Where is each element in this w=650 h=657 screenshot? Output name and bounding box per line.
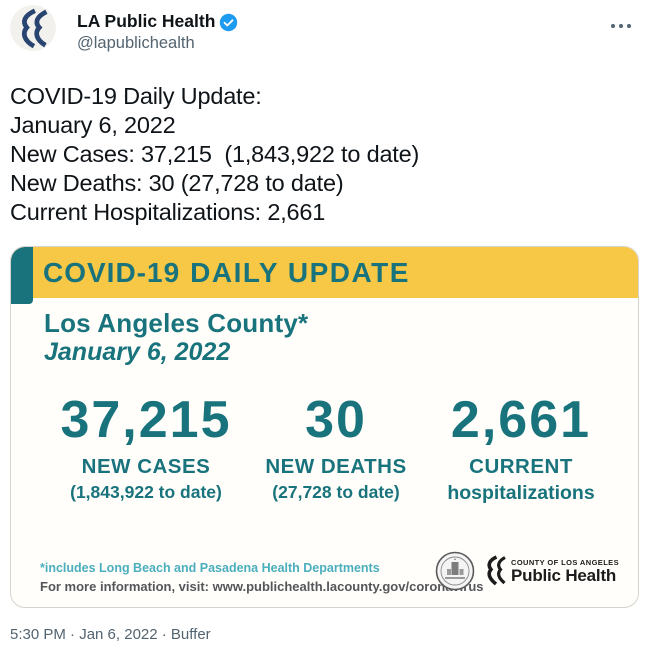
- county-brand: COUNTY OF LOS ANGELES Public Health: [435, 551, 619, 591]
- stat-detail: (1,843,922 to date): [70, 481, 222, 502]
- author-name[interactable]: LA Public Health: [77, 11, 216, 31]
- public-health-logo-icon: [487, 555, 506, 586]
- stat-label: NEW CASES: [81, 455, 211, 478]
- card-title-daily-update: DAILY UPDATE: [190, 256, 410, 288]
- card-date: January 6, 2022: [44, 338, 231, 366]
- card-region: Los Angeles County*: [44, 308, 309, 338]
- stat-value: 37,215: [60, 391, 232, 449]
- avatar[interactable]: [10, 5, 56, 51]
- tweet-text: COVID-19 Daily Update: January 6, 2022 N…: [10, 82, 419, 227]
- stat-label: NEW DEATHS: [265, 455, 407, 478]
- brand-county-line: COUNTY OF LOS ANGELES: [511, 557, 619, 567]
- stat-detail: (27,728 to date): [272, 481, 400, 502]
- brand-public-health-line: Public Health: [511, 565, 617, 585]
- la-county-seal-icon: [435, 551, 475, 591]
- verified-badge-icon: [220, 13, 238, 31]
- tweet-text-line: New Deaths: 30 (27,728 to date): [10, 170, 344, 196]
- tweet-text-line: Current Hospitalizations: 2,661: [10, 199, 326, 225]
- tweet-text-line: COVID-19 Daily Update:: [10, 83, 262, 109]
- author-handle[interactable]: @lapublichealth: [77, 34, 195, 52]
- more-button[interactable]: [608, 16, 634, 36]
- stat-label: CURRENT: [469, 455, 573, 478]
- footnote: *includes Long Beach and Pasadena Health…: [40, 561, 380, 575]
- card-title: COVID-19 DAILY UPDATE: [43, 257, 410, 289]
- tweet-text-line: New Cases: 37,215 (1,843,922 to date): [10, 141, 420, 167]
- stats-row: 37,215 NEW CASES (1,843,922 to date) 30 …: [11, 394, 638, 519]
- card-footnotes: *includes Long Beach and Pasadena Health…: [40, 561, 484, 595]
- stat-current-hospitalizations: 2,661 CURRENT hospitalizations: [436, 394, 606, 504]
- author-block: LA Public Health @lapublichealth: [77, 11, 238, 53]
- stat-value: 30: [305, 391, 367, 449]
- timestamp[interactable]: 5:30 PM · Jan 6, 2022 · Buffer: [10, 626, 211, 643]
- more-horizontal-icon: [611, 24, 631, 28]
- teal-accent-tab: [11, 247, 33, 304]
- stat-new-deaths: 30 NEW DEATHS (27,728 to date): [261, 394, 411, 502]
- stat-value: 2,661: [450, 391, 592, 449]
- stat-detail: hospitalizations: [447, 481, 595, 504]
- covid-daily-update-card[interactable]: COVID-19 DAILY UPDATE Los Angeles County*…: [10, 246, 639, 608]
- stat-new-cases: 37,215 NEW CASES (1,843,922 to date): [46, 394, 246, 502]
- la-public-health-logo-icon: [10, 5, 56, 51]
- brand-text: COUNTY OF LOS ANGELES Public Health: [511, 558, 619, 585]
- card-subtitle: Los Angeles County* January 6, 2022: [44, 308, 638, 367]
- tweet-text-line: January 6, 2022: [10, 112, 176, 138]
- info-line: For more information, visit: www.publich…: [40, 579, 484, 594]
- card-header: COVID-19 DAILY UPDATE: [11, 247, 638, 304]
- card-title-covid: COVID-19: [43, 256, 181, 288]
